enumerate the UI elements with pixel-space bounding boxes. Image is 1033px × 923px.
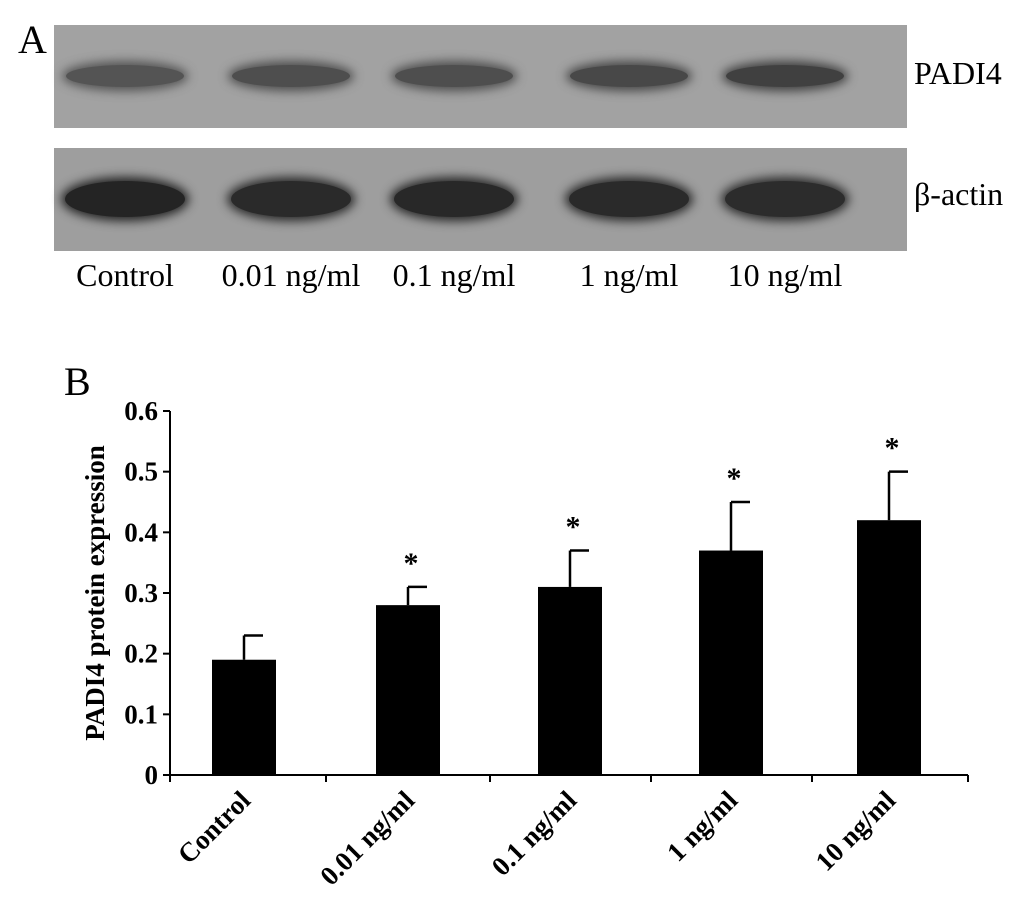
y-tick-label: 0.4 bbox=[124, 517, 158, 547]
blot-band bbox=[569, 181, 689, 217]
blot-band bbox=[232, 65, 350, 87]
x-category-label: 1 ng/ml bbox=[661, 785, 744, 868]
lane-label-0-01: 0.01 ng/ml bbox=[221, 257, 361, 293]
y-axis-title: PADI4 protein expression bbox=[80, 445, 110, 741]
panel-b-letter: B bbox=[64, 359, 91, 404]
lane-label-10: 10 ng/ml bbox=[727, 257, 843, 293]
x-category-label: 10 ng/ml bbox=[809, 785, 901, 877]
beta-actin-blot-label: β-actin bbox=[914, 176, 1004, 212]
blot-band bbox=[394, 181, 514, 217]
bar bbox=[857, 520, 921, 775]
x-category-label: 0.1 ng/ml bbox=[486, 785, 583, 882]
blot-band bbox=[726, 65, 844, 87]
bar bbox=[376, 605, 440, 775]
padi4-blot-label: PADI4 bbox=[914, 55, 1002, 91]
lane-label-control: Control bbox=[76, 257, 174, 293]
lane-label-1: 1 ng/ml bbox=[579, 257, 679, 293]
significance-marker: * bbox=[404, 547, 419, 580]
blot-band bbox=[231, 181, 351, 217]
panel-a-letter: A bbox=[18, 17, 47, 62]
blot-band bbox=[66, 65, 184, 87]
bar bbox=[538, 586, 602, 775]
y-tick-label: 0.6 bbox=[124, 396, 158, 426]
bar bbox=[699, 550, 763, 775]
blot-band bbox=[570, 65, 688, 87]
chart-labels: 0 0.1 0.2 0.3 0.4 0.5 0.6 PADI4 protein express… bbox=[80, 396, 902, 891]
blot-band bbox=[395, 65, 513, 87]
significance-marker: * bbox=[727, 462, 742, 495]
significance-marker: * bbox=[885, 432, 900, 465]
chart-bars bbox=[212, 470, 921, 775]
x-category-label: 0.01 ng/ml bbox=[314, 785, 420, 891]
y-tick-label: 0.1 bbox=[124, 699, 158, 729]
y-tick-label: 0.2 bbox=[124, 639, 158, 669]
y-tick-label: 0 bbox=[145, 760, 159, 790]
padi4-blot-image bbox=[54, 25, 907, 128]
bar bbox=[212, 659, 276, 775]
blot-band bbox=[65, 181, 185, 217]
x-category-label: Control bbox=[172, 785, 257, 870]
y-tick-label: 0.3 bbox=[124, 578, 158, 608]
significance-marker: * bbox=[566, 511, 581, 544]
beta-actin-blot-image bbox=[54, 148, 907, 251]
blot-band bbox=[725, 181, 845, 217]
lane-label-0-1: 0.1 ng/ml bbox=[392, 257, 516, 293]
y-tick-label: 0.5 bbox=[124, 457, 158, 487]
